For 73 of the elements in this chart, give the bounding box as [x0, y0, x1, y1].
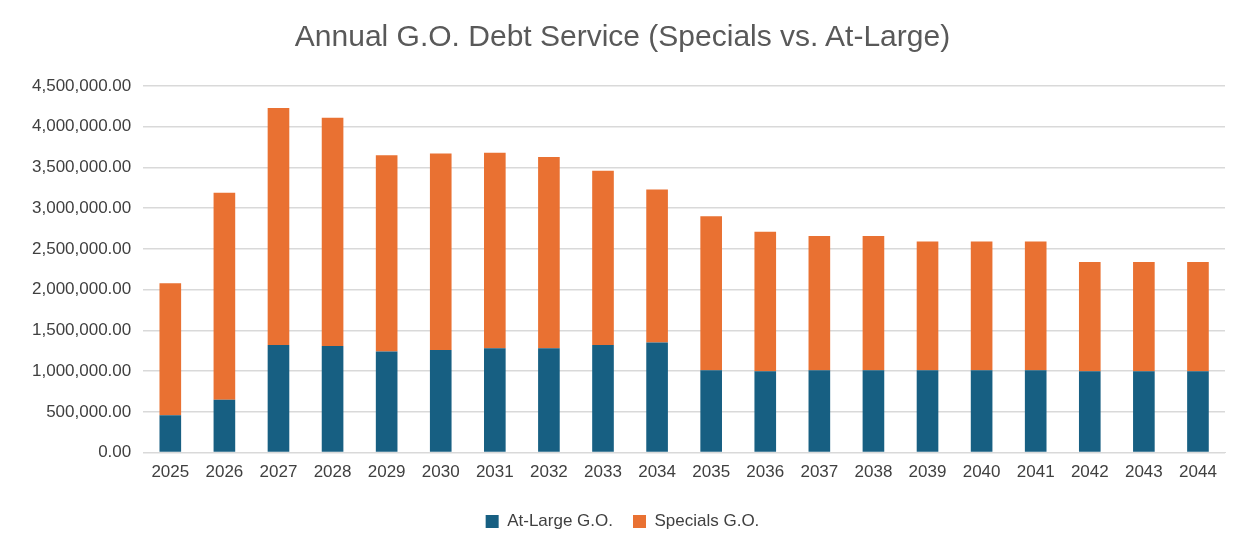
bar: [1078, 371, 1101, 452]
bar: [1024, 241, 1047, 371]
bar: [754, 371, 777, 452]
bar: [429, 349, 452, 452]
x-tick-label: 2037: [800, 462, 839, 482]
bar: [538, 348, 560, 452]
bar: [1024, 370, 1047, 452]
bar: [862, 235, 885, 371]
bar: [646, 342, 668, 452]
y-tick-label: 0.00: [98, 442, 132, 462]
x-tick-label: 2039: [908, 462, 947, 482]
bar: [321, 117, 344, 346]
x-tick-label: 2031: [475, 462, 514, 482]
bar: [267, 108, 290, 346]
bar: [375, 351, 398, 452]
bar: [1187, 371, 1209, 452]
bar: [159, 415, 182, 452]
x-tick-label: 2042: [1070, 462, 1109, 482]
x-tick-label: 2027: [259, 462, 298, 482]
bar: [1133, 371, 1155, 452]
bar: [592, 345, 614, 452]
bar: [916, 241, 939, 371]
y-tick-label: 3,000,000.00: [32, 197, 132, 217]
bar: [429, 153, 452, 350]
bar: [1133, 261, 1155, 372]
y-tick-label: 500,000.00: [46, 401, 132, 421]
y-tick-label: 4,000,000.00: [32, 116, 132, 136]
bar: [484, 348, 506, 452]
y-tick-label: 3,500,000.00: [32, 157, 132, 177]
x-tick-label: 2035: [692, 462, 731, 482]
x-tick-label: 2030: [421, 462, 460, 482]
x-tick-label: 2032: [530, 462, 568, 482]
y-tick-label: 4,500,000.00: [32, 75, 132, 95]
bar: [646, 189, 668, 343]
x-tick-label: 2036: [746, 462, 785, 482]
bar: [700, 370, 722, 452]
legend-label: At-Large G.O.: [507, 511, 613, 531]
bar: [321, 345, 344, 452]
y-tick-label: 2,000,000.00: [32, 279, 132, 299]
x-tick-label: 2033: [584, 462, 622, 482]
bar: [700, 216, 722, 371]
y-tick-label: 1,500,000.00: [32, 320, 132, 340]
bar: [808, 235, 831, 371]
bar: [375, 155, 398, 352]
bar: [916, 370, 939, 452]
bar: [808, 370, 831, 452]
bar: [267, 345, 290, 452]
x-tick-label: 2038: [854, 462, 893, 482]
x-tick-label: 2025: [151, 462, 190, 482]
bar: [970, 241, 993, 371]
x-tick-label: 2026: [205, 462, 244, 482]
bar: [213, 399, 236, 452]
x-tick-label: 2028: [313, 462, 352, 482]
chart-title: Annual G.O. Debt Service (Specials vs. At-Large): [294, 19, 951, 53]
bar: [970, 370, 993, 452]
x-tick-label: 2040: [962, 462, 1001, 482]
bar: [862, 370, 885, 452]
bar: [159, 283, 182, 416]
y-tick-label: 1,000,000.00: [32, 360, 132, 380]
bar: [213, 192, 236, 400]
bar: [754, 231, 777, 372]
legend-label: Specials G.O.: [654, 511, 760, 531]
bar: [484, 152, 506, 349]
bar: [538, 156, 560, 349]
x-tick-label: 2034: [638, 462, 676, 482]
x-tick-label: 2043: [1124, 462, 1163, 482]
y-tick-label: 2,500,000.00: [32, 238, 132, 258]
x-tick-label: 2041: [1016, 462, 1055, 482]
x-tick-label: 2029: [367, 462, 406, 482]
bar: [592, 170, 614, 346]
x-tick-label: 2044: [1179, 462, 1217, 482]
bar: [1078, 261, 1101, 372]
bar: [1187, 261, 1209, 372]
